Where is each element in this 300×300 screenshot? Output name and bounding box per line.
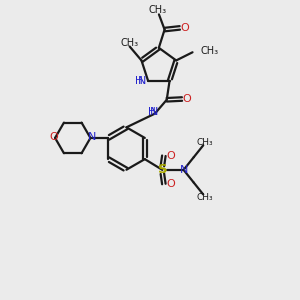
- Text: N: N: [138, 76, 147, 86]
- Text: O: O: [166, 179, 175, 189]
- Text: N: N: [150, 107, 158, 117]
- Text: O: O: [182, 94, 191, 104]
- Text: H: H: [135, 76, 143, 86]
- Text: O: O: [180, 23, 189, 33]
- Text: CH₃: CH₃: [196, 193, 213, 202]
- Text: CH₃: CH₃: [201, 46, 219, 56]
- Text: N: N: [180, 165, 188, 175]
- Text: O: O: [166, 151, 175, 161]
- Text: N: N: [88, 132, 96, 142]
- Text: H: H: [148, 107, 155, 117]
- Text: O: O: [49, 132, 58, 142]
- Text: S: S: [158, 164, 167, 176]
- Text: CH₃: CH₃: [120, 38, 138, 48]
- Text: CH₃: CH₃: [148, 5, 166, 15]
- Text: CH₃: CH₃: [196, 138, 213, 147]
